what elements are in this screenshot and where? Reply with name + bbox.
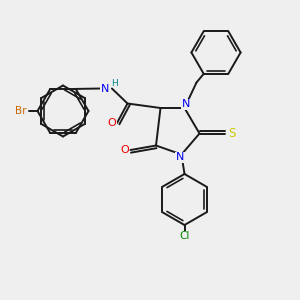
Text: N: N — [176, 152, 184, 163]
Text: H: H — [111, 79, 117, 88]
Text: Br: Br — [15, 106, 26, 116]
Text: O: O — [107, 118, 116, 128]
Text: N: N — [101, 83, 109, 94]
Text: O: O — [120, 145, 129, 155]
Text: N: N — [182, 99, 190, 110]
Text: S: S — [228, 127, 235, 140]
Text: Cl: Cl — [179, 231, 190, 242]
